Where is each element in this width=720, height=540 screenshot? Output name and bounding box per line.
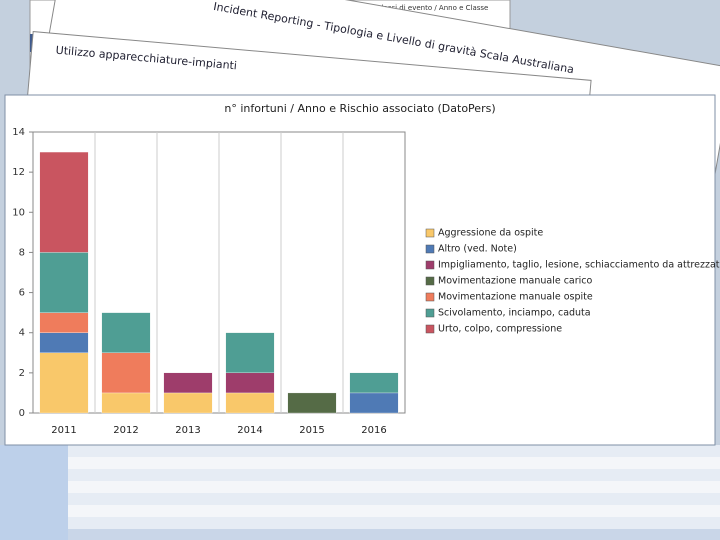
y-tick-label: 12 [12,167,25,178]
legend-label: Scivolamento, inciampo, caduta [438,308,591,319]
legend-swatch [425,244,435,254]
bar-segment [101,392,151,414]
y-tick-label: 0 [19,408,25,419]
x-tick-label: 2013 [175,425,200,436]
x-tick-label: 2016 [361,425,386,436]
y-tick-label: 8 [19,247,25,258]
x-tick-label: 2015 [299,425,324,436]
legend-label: Aggressione da ospite [438,228,543,239]
y-tick-label: 6 [19,288,25,299]
bar-segment [349,372,399,394]
y-tick-label: 2 [19,368,25,379]
back-table-rows [0,445,720,540]
legend-swatch [425,308,435,318]
y-tick-label: 10 [12,207,25,218]
legend-label: Urto, colpo, compressione [438,324,562,335]
legend-label: Movimentazione manuale ospite [438,292,593,303]
legend-swatch [425,228,435,238]
bar-segment [349,392,399,414]
legend-swatch [425,324,435,334]
x-tick-label: 2014 [237,425,262,436]
bar-segment [39,352,89,414]
bar-segment [39,332,89,353]
bar-segment [163,392,213,414]
bar-segment [101,312,151,353]
y-tick-label: 4 [19,328,25,339]
chart-title: n° infortuni / Anno e Rischio associato … [224,102,495,115]
bar-segment [101,352,151,394]
legend-label: Altro (ved. Note) [438,244,517,255]
bar-segment [287,392,337,414]
bar-segment [39,151,89,253]
legend-swatch [425,292,435,302]
bar-segment [225,332,275,374]
bar-segment [225,372,275,394]
legend-swatch [425,260,435,270]
bar-segment [225,392,275,414]
legend-label: Movimentazione manuale carico [438,276,593,287]
legend-label: Impigliamento, taglio, lesione, schiacci… [438,260,720,271]
bar-segment [39,252,89,313]
x-tick-label: 2011 [51,425,76,436]
x-tick-label: 2012 [113,425,138,436]
bar-segment [39,312,89,333]
y-tick-label: 14 [12,127,25,138]
bar-segment [163,372,213,394]
legend-swatch [425,276,435,286]
